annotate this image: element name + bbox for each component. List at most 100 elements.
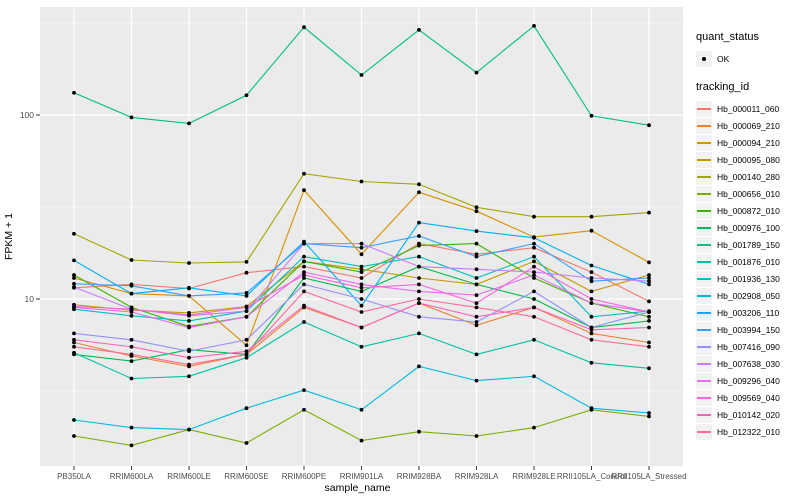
legend-item-label: Hb_012322_010 [717,426,780,437]
data-point-Hb_001876_010 [302,320,306,324]
legend-key-line [696,355,712,372]
point-marker-icon [702,56,706,61]
legend-key-line [696,389,712,406]
data-point-Hb_000872_010 [72,273,76,277]
data-point-Hb_000140_280 [359,179,364,184]
data-point-Hb_000140_280 [647,210,651,215]
data-point-Hb_000872_010 [474,241,479,246]
legend-key-line [696,321,712,338]
legend-key-line [696,100,712,117]
data-point-Hb_002908_050 [302,388,306,392]
x-axis-title: sample_name [325,482,391,494]
data-point-Hb_001789_150 [187,121,191,126]
legend-item-Hb_012322_010: Hb_012322_010 [696,423,800,440]
series-color-line-icon [697,379,711,382]
data-point-Hb_000069_210 [647,340,651,345]
data-point-Hb_000094_210 [417,190,421,195]
x-tick-label: RRIM928LE [512,472,556,481]
data-point-Hb_009296_040 [474,293,479,297]
data-point-Hb_000656_010 [474,434,479,438]
legend-item-Hb_007638_030: Hb_007638_030 [696,355,800,372]
data-point-Hb_003206_110 [474,229,479,234]
data-point-Hb_000095_080 [359,267,364,272]
legend-item-Hb_010142_020: Hb_010142_020 [696,406,800,423]
data-point-Hb_000140_280 [72,231,76,236]
data-point-Hb_001789_150 [359,73,364,77]
data-point-Hb_000976_100 [474,282,479,287]
data-point-Hb_003206_110 [359,303,364,308]
legend-item-label: Hb_000140_280 [717,171,780,182]
x-tick-label: RRIM600SE [224,472,268,481]
data-point-Hb_007416_090 [532,289,536,294]
data-point-Hb_003994_150 [532,241,536,246]
data-point-Hb_010142_020 [417,301,421,305]
legend-key-line [696,219,712,236]
data-point-Hb_000069_210 [589,331,594,336]
data-point-Hb_009569_040 [417,282,421,287]
data-point-Hb_000140_280 [474,205,479,210]
data-point-Hb_007638_030 [589,276,594,280]
data-point-Hb_001936_130 [532,254,536,259]
series-color-line-icon [697,260,711,263]
data-point-Hb_000976_100 [359,289,364,294]
legend-key-line [696,406,712,423]
x-tick-label: RRII105LA_Stressed [611,472,686,481]
legend-item-label: Hb_007416_090 [717,341,780,352]
legend-item-Hb_001789_150: Hb_001789_150 [696,236,800,253]
x-tick-label: RRII105LA_Control [557,472,627,481]
data-point-Hb_001876_010 [474,352,479,357]
legend-key-line [696,236,712,253]
data-point-Hb_000094_210 [474,209,479,214]
data-point-Hb_001876_010 [359,344,364,349]
series-color-line-icon [697,294,711,297]
legend-key-line [696,185,712,202]
data-point-Hb_001936_130 [417,254,421,259]
data-point-Hb_000656_010 [647,414,651,419]
data-point-Hb_007416_090 [417,314,421,319]
data-point-Hb_001936_130 [129,313,134,318]
data-point-Hb_001936_130 [589,314,594,319]
data-point-Hb_012322_010 [244,352,249,357]
data-point-Hb_000656_010 [72,434,76,438]
data-point-Hb_002908_050 [129,425,134,430]
data-point-Hb_001876_010 [129,376,134,381]
data-point-Hb_001789_150 [417,28,421,32]
legend-item-Hb_000095_080: Hb_000095_080 [696,151,800,168]
data-point-Hb_001789_150 [129,115,134,120]
data-point-Hb_009569_040 [244,305,249,310]
data-point-Hb_003994_150 [359,245,364,250]
data-point-Hb_001936_130 [187,319,191,323]
data-point-Hb_000095_080 [532,259,536,264]
data-point-Hb_009296_040 [589,301,594,305]
data-point-Hb_009296_040 [417,289,421,294]
data-point-Hb_002908_050 [474,378,479,383]
data-point-Hb_000094_210 [647,260,651,265]
legend-item-Hb_001936_130: Hb_001936_130 [696,270,800,287]
legend-key-line [696,253,712,270]
data-point-Hb_001936_130 [474,276,479,280]
legend-key-line [696,304,712,321]
data-point-Hb_000094_210 [244,343,249,348]
data-point-Hb_000872_010 [302,259,306,264]
quant-status-legend-title: quant_status [696,31,759,43]
data-point-Hb_000872_010 [417,243,421,248]
legend-item-label: Hb_002908_050 [717,290,780,301]
x-tick-label: RRIM928BA [397,472,442,481]
data-point-Hb_001876_010 [244,355,249,360]
data-point-Hb_007416_090 [129,337,134,342]
legend-key-line [696,202,712,219]
y-axis-title: FPKM + 1 [3,213,15,260]
legend-item-label: Hb_001876_010 [717,256,780,267]
data-point-Hb_010142_020 [532,305,536,310]
data-point-Hb_007638_030 [647,279,651,284]
data-point-Hb_000140_280 [302,171,306,176]
data-point-Hb_000011_060 [359,276,364,280]
data-point-Hb_000011_060 [589,270,594,274]
data-point-Hb_012322_010 [417,297,421,301]
legend-item-label: Hb_001789_150 [717,239,780,250]
data-point-Hb_002908_050 [417,364,421,369]
data-point-Hb_001936_130 [302,254,306,259]
series-color-line-icon [697,243,711,246]
legend-key-line [696,423,712,440]
data-point-Hb_002908_050 [589,406,594,411]
